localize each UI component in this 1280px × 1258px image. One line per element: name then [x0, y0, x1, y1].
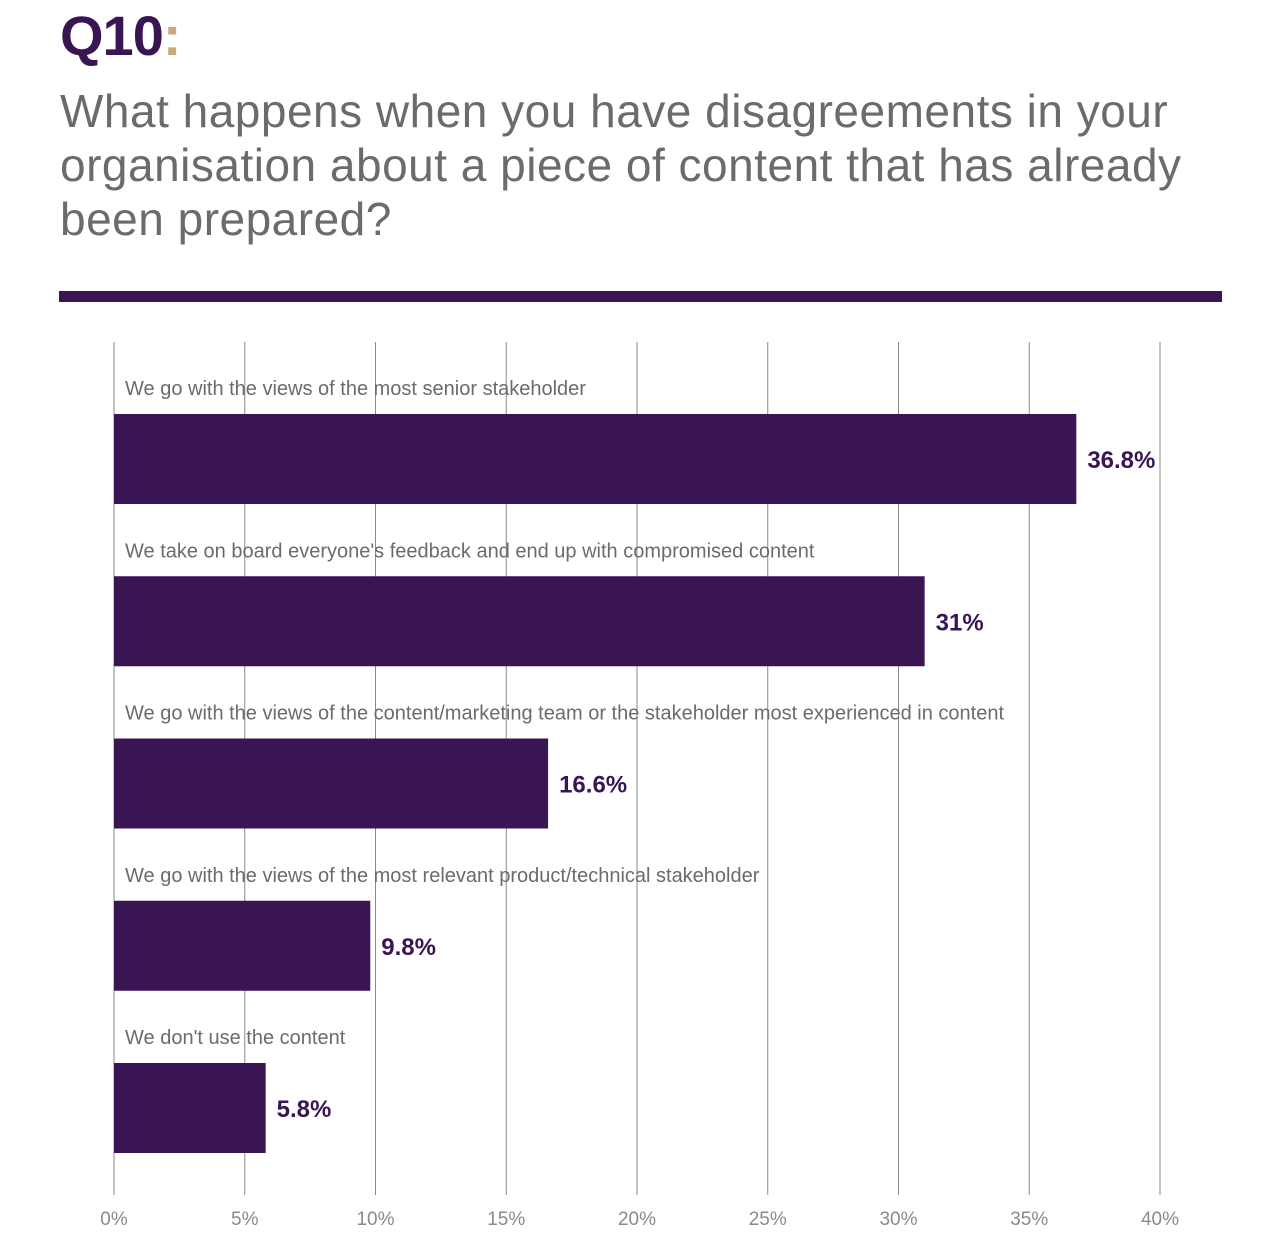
bars [114, 414, 1077, 1153]
x-tick-label: 25% [749, 1209, 787, 1230]
header-divider [59, 291, 1222, 302]
x-tick-label: 15% [487, 1209, 525, 1230]
value-label: 36.8% [1087, 447, 1155, 474]
question-text: What happens when you have disagreements… [60, 85, 1182, 245]
bar [114, 414, 1077, 504]
value-label: 5.8% [277, 1096, 332, 1123]
bar-labels: We go with the views of the most senior … [125, 378, 1155, 1123]
x-tick-label: 10% [356, 1209, 394, 1230]
x-tick-label: 20% [618, 1209, 656, 1230]
x-tick-label: 40% [1141, 1209, 1179, 1230]
x-tick-label: 0% [100, 1209, 128, 1230]
bar [114, 576, 925, 667]
question-number: Q10: [60, 4, 181, 68]
x-tick-label: 35% [1010, 1209, 1048, 1230]
bar [114, 738, 549, 829]
bar [114, 900, 371, 991]
category-label: We go with the views of the most senior … [125, 378, 586, 400]
question-number-text: Q10 [60, 4, 164, 67]
bar [114, 1063, 266, 1153]
value-label: 31% [936, 609, 984, 636]
value-label: 16.6% [559, 772, 627, 799]
value-label: 9.8% [381, 934, 436, 961]
category-label: We go with the views of the most relevan… [125, 865, 760, 887]
category-label: We don't use the content [125, 1027, 346, 1049]
x-tick-label: 5% [231, 1209, 259, 1230]
x-axis-ticks: 0% 5% 10% 15% 20% 25% 30% 35% 40% [100, 1209, 1179, 1230]
x-tick-label: 30% [879, 1209, 917, 1230]
question-number-colon: : [162, 4, 182, 67]
category-label: We take on board everyone's feedback and… [125, 540, 815, 562]
category-label: We go with the views of the content/mark… [125, 703, 1004, 725]
